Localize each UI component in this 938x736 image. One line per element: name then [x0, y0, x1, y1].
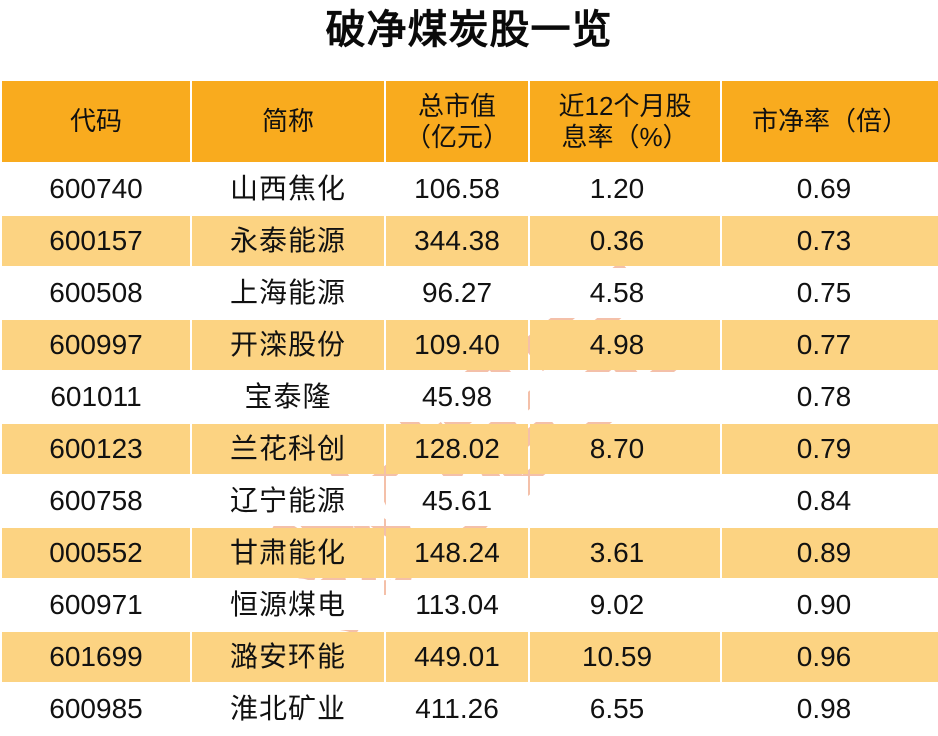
table-row: 600157 永泰能源 344.38 0.36 0.73	[2, 216, 938, 266]
column-header-market-cap: 总市值 （亿元）	[386, 81, 528, 162]
cell-div: 10.59	[530, 632, 720, 682]
cell-pb: 0.75	[722, 268, 938, 318]
cell-pb: 0.96	[722, 632, 938, 682]
cell-name: 兰花科创	[192, 424, 384, 474]
cell-pb: 0.98	[722, 684, 938, 734]
cell-div	[530, 372, 720, 422]
cell-div: 9.02	[530, 580, 720, 630]
cell-cap: 113.04	[386, 580, 528, 630]
cell-div: 3.61	[530, 528, 720, 578]
cell-cap: 45.98	[386, 372, 528, 422]
cell-pb: 0.69	[722, 164, 938, 214]
cell-name: 永泰能源	[192, 216, 384, 266]
cell-div: 8.70	[530, 424, 720, 474]
stock-table: 代码 简称 总市值 （亿元） 近12个月股 息率（%） 市净率（倍） 600740 山…	[0, 79, 938, 736]
page-title: 破净煤炭股一览	[325, 8, 613, 52]
cell-pb: 0.77	[722, 320, 938, 370]
column-header-name: 简称	[192, 81, 384, 162]
cell-code: 000552	[2, 528, 190, 578]
table-row: 600123 兰花科创 128.02 8.70 0.79	[2, 424, 938, 474]
cell-code: 600985	[2, 684, 190, 734]
table-row: 600985 淮北矿业 411.26 6.55 0.98	[2, 684, 938, 734]
cell-code: 600740	[2, 164, 190, 214]
cell-code: 601011	[2, 372, 190, 422]
cell-name: 辽宁能源	[192, 476, 384, 526]
cell-div	[530, 476, 720, 526]
cell-div: 6.55	[530, 684, 720, 734]
cell-div: 0.36	[530, 216, 720, 266]
table-row: 601699 潞安环能 449.01 10.59 0.96	[2, 632, 938, 682]
cell-cap: 344.38	[386, 216, 528, 266]
cell-name: 山西焦化	[192, 164, 384, 214]
cell-pb: 0.84	[722, 476, 938, 526]
cell-cap: 106.58	[386, 164, 528, 214]
cell-cap: 128.02	[386, 424, 528, 474]
table-row: 600997 开滦股份 109.40 4.98 0.77	[2, 320, 938, 370]
cell-name: 宝泰隆	[192, 372, 384, 422]
cell-cap: 411.26	[386, 684, 528, 734]
cell-name: 淮北矿业	[192, 684, 384, 734]
cell-code: 600157	[2, 216, 190, 266]
table-row: 000552 甘肃能化 148.24 3.61 0.89	[2, 528, 938, 578]
table-row: 601011 宝泰隆 45.98 0.78	[2, 372, 938, 422]
table-header-row: 代码 简称 总市值 （亿元） 近12个月股 息率（%） 市净率（倍）	[2, 81, 938, 162]
table-row: 600971 恒源煤电 113.04 9.02 0.90	[2, 580, 938, 630]
cell-pb: 0.78	[722, 372, 938, 422]
table-header: 代码 简称 总市值 （亿元） 近12个月股 息率（%） 市净率（倍）	[2, 81, 938, 162]
cell-name: 潞安环能	[192, 632, 384, 682]
table-row: 600740 山西焦化 106.58 1.20 0.69	[2, 164, 938, 214]
table-body: 600740 山西焦化 106.58 1.20 0.69 600157 永泰能源 344.38…	[2, 164, 938, 734]
cell-name: 开滦股份	[192, 320, 384, 370]
cell-cap: 109.40	[386, 320, 528, 370]
cell-div: 4.98	[530, 320, 720, 370]
cell-pb: 0.73	[722, 216, 938, 266]
cell-code: 600508	[2, 268, 190, 318]
table-row: 600758 辽宁能源 45.61 0.84	[2, 476, 938, 526]
cell-code: 600758	[2, 476, 190, 526]
cell-pb: 0.79	[722, 424, 938, 474]
column-header-dividend-yield: 近12个月股 息率（%）	[530, 81, 720, 162]
cell-code: 600971	[2, 580, 190, 630]
cell-code: 601699	[2, 632, 190, 682]
cell-div: 4.58	[530, 268, 720, 318]
cell-name: 恒源煤电	[192, 580, 384, 630]
cell-cap: 96.27	[386, 268, 528, 318]
column-header-code: 代码	[2, 81, 190, 162]
cell-div: 1.20	[530, 164, 720, 214]
cell-pb: 0.90	[722, 580, 938, 630]
cell-name: 上海能源	[192, 268, 384, 318]
cell-cap: 45.61	[386, 476, 528, 526]
column-header-pb-ratio: 市净率（倍）	[722, 81, 938, 162]
cell-cap: 148.24	[386, 528, 528, 578]
cell-cap: 449.01	[386, 632, 528, 682]
cell-code: 600997	[2, 320, 190, 370]
cell-pb: 0.89	[722, 528, 938, 578]
cell-name: 甘肃能化	[192, 528, 384, 578]
table-row: 600508 上海能源 96.27 4.58 0.75	[2, 268, 938, 318]
cell-code: 600123	[2, 424, 190, 474]
